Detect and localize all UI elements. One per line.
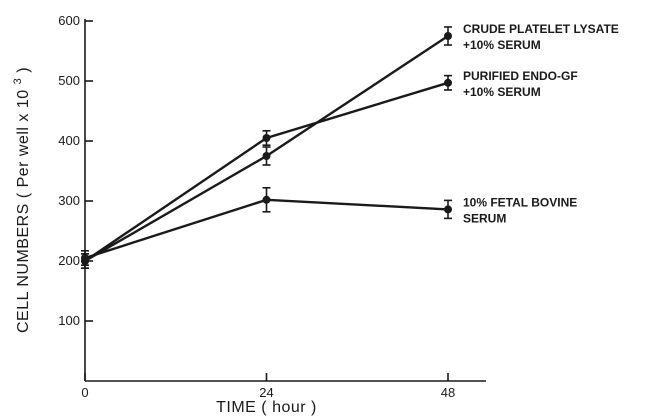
series-3 — [81, 187, 452, 267]
series-2 — [81, 74, 452, 270]
data-point — [444, 78, 452, 87]
y-axis-title-close: ) — [15, 67, 32, 73]
x-tick-label: 24 — [259, 385, 273, 400]
x-tick-label: 0 — [81, 385, 88, 400]
data-point — [262, 134, 271, 142]
x-axis-title: TIME ( hour ) — [216, 399, 317, 416]
series-label: PURIFIED ENDO-GF — [463, 69, 578, 83]
series-label: SERUM — [463, 211, 506, 225]
data-point — [444, 205, 452, 214]
data-point — [81, 254, 89, 262]
y-axis-title-main: CELL NUMBERS ( Per well x 10 — [15, 89, 32, 333]
y-tick-label: 600 — [58, 13, 80, 28]
y-axis-title: CELL NUMBERS ( Per well x 10 3 ) — [8, 67, 32, 333]
ticks: 100 200 300 400 500 600 0 24 48 — [58, 13, 455, 400]
y-tick-label: 200 — [58, 253, 80, 268]
y-axis-title-superscript: 3 — [12, 78, 24, 85]
y-tick-label: 100 — [58, 313, 80, 328]
series-line — [84, 81, 449, 262]
series-label: +10% SERUM — [463, 85, 541, 99]
y-tick-label: 300 — [58, 193, 80, 208]
y-tick-label: 500 — [58, 73, 80, 88]
series — [81, 26, 452, 270]
series-label: 10% FETAL BOVINE — [463, 195, 577, 209]
series-1 — [81, 26, 452, 270]
x-tick-label: 48 — [441, 385, 455, 400]
series-label: CRUDE PLATELET LYSATE — [463, 22, 619, 36]
data-point — [262, 195, 271, 204]
y-tick-label: 400 — [58, 133, 80, 148]
data-point — [262, 152, 271, 160]
series-labels: CRUDE PLATELET LYSATE +10% SERUM PURIFIED … — [463, 22, 619, 225]
series-label: +10% SERUM — [463, 38, 541, 52]
data-point — [444, 32, 452, 40]
